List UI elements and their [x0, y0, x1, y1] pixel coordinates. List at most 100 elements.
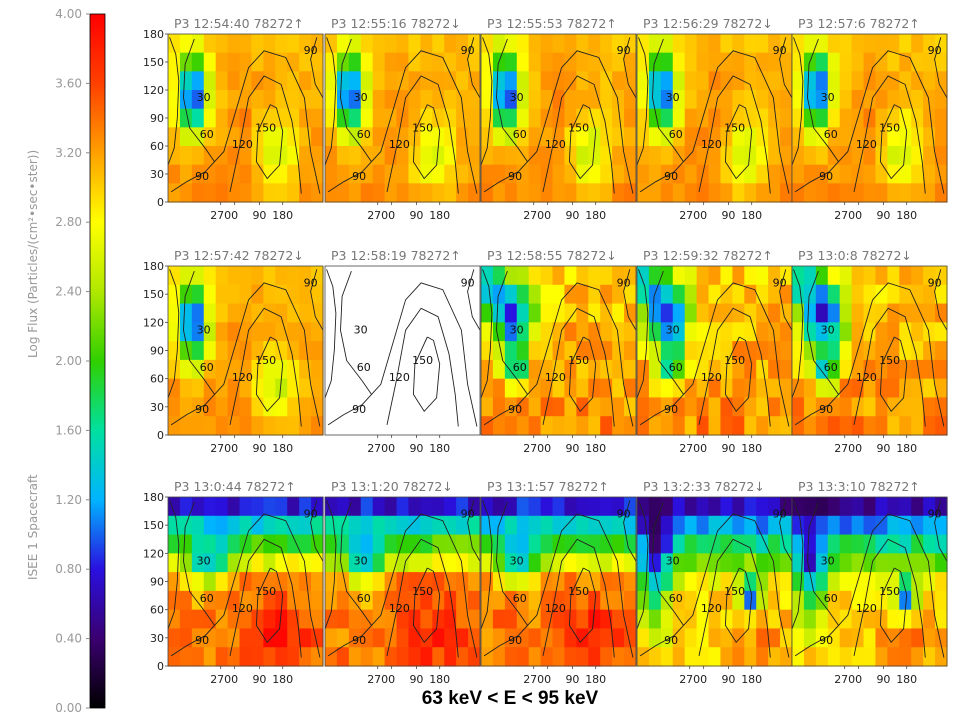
heatmap-cell [251, 303, 264, 323]
heatmap-cell [732, 497, 745, 517]
heatmap-cell [287, 284, 300, 305]
contour-line [652, 501, 684, 626]
heatmap-cell [648, 266, 662, 286]
heatmap-cell [576, 534, 589, 554]
heatmap-cell [588, 497, 601, 517]
heatmap-cell [528, 341, 542, 361]
heatmap-cell [275, 52, 288, 72]
heatmap-cell [780, 266, 793, 286]
heatmap-cell [299, 34, 312, 54]
heatmap-cell [456, 90, 469, 110]
x-tick-label: 90 [721, 442, 735, 455]
heatmap-cell [384, 52, 398, 72]
heatmap-cell [648, 590, 662, 611]
heatmap-cell [481, 590, 494, 611]
contour-line [386, 538, 459, 658]
heatmap-cell [624, 284, 637, 305]
heatmap-cell [732, 34, 745, 54]
heatmap-cell [203, 416, 217, 436]
heatmap-cell [287, 515, 300, 536]
heatmap-cell [588, 341, 601, 361]
heatmap-cell [696, 416, 710, 436]
heatmap-cell [911, 266, 924, 286]
heatmap-cell [923, 534, 936, 554]
heatmap-cell [863, 647, 877, 667]
heatmap-cell [875, 628, 888, 648]
heatmap-cell [227, 553, 241, 573]
heatmap-cell [875, 322, 888, 342]
heatmap-cell [911, 359, 924, 380]
heatmap-cell [887, 534, 900, 554]
heatmap-cell [923, 71, 936, 91]
heatmap-cell [325, 164, 338, 184]
heatmap-cell [492, 341, 506, 361]
contour-label: 60 [669, 592, 683, 605]
heatmap-cell [191, 71, 205, 91]
heatmap-cell [528, 127, 542, 147]
heatmap-cell [168, 90, 181, 110]
heatmap-cell [720, 553, 733, 573]
heatmap-cell [637, 183, 650, 203]
contour-line [496, 270, 528, 395]
heatmap-panel: P3 12:54:40 78272↑3060901201509003060901… [143, 16, 324, 222]
heatmap-cell [875, 534, 888, 554]
heatmap-cell [372, 71, 386, 91]
heatmap-cell [696, 90, 710, 110]
heatmap-cell [744, 183, 757, 203]
heatmap-cell [600, 416, 613, 436]
heatmap-cell [372, 146, 386, 166]
heatmap-cell [287, 52, 300, 72]
heatmap-cell [780, 497, 793, 517]
heatmap-cell [540, 34, 554, 54]
heatmap-cell [637, 628, 650, 648]
heatmap-cell [720, 397, 733, 417]
heatmap-cell [179, 416, 193, 436]
heatmap-cell [720, 183, 733, 203]
heatmap-cell [432, 609, 445, 630]
heatmap-cell [851, 52, 865, 72]
heatmap-cell [696, 590, 710, 611]
heatmap-cell [875, 108, 888, 128]
heatmap-cell [239, 52, 253, 72]
heatmap-cell [336, 90, 350, 110]
heatmap-cell [863, 609, 877, 630]
x-tick-label: 180 [896, 442, 917, 455]
heatmap-cell [839, 303, 853, 323]
heatmap-cell [684, 127, 698, 147]
heatmap-cell [239, 647, 253, 667]
heatmap-cell [191, 341, 205, 361]
heatmap-cell [311, 378, 324, 399]
heatmap-cell [191, 534, 205, 554]
contour-label: 120 [701, 602, 722, 615]
heatmap-cell [504, 127, 518, 147]
heatmap-cell [504, 397, 518, 417]
contour-label: 60 [513, 361, 527, 374]
heatmap-cell [851, 322, 865, 342]
heatmap-cell [227, 497, 241, 517]
heatmap-cell [720, 609, 733, 630]
colorbar-tick-label: 4.00 [55, 7, 82, 21]
heatmap-cell [468, 90, 481, 110]
heatmap-cell [911, 52, 924, 72]
heatmap-cell [768, 416, 781, 436]
heatmap-cell [239, 572, 253, 592]
heatmap-cell [624, 590, 637, 611]
heatmap-cell [420, 146, 433, 166]
heatmap-cell [564, 183, 577, 203]
panel-title: P3 12:58:55 78272↓ [487, 248, 617, 263]
heatmap-cell [396, 108, 410, 128]
heatmap-cell [239, 71, 253, 91]
heatmap-cell [432, 515, 445, 536]
heatmap-cell [887, 590, 900, 611]
heatmap-cell [420, 71, 433, 91]
heatmap-cell [203, 497, 217, 517]
heatmap-cell [432, 52, 445, 72]
heatmap-cell [899, 108, 912, 128]
heatmap-cell [839, 378, 853, 399]
heatmap-cell [444, 90, 457, 110]
heatmap-cell [612, 266, 625, 286]
heatmap-cell [637, 71, 650, 91]
heatmap-cell [768, 378, 781, 399]
heatmap-cell [899, 90, 912, 110]
